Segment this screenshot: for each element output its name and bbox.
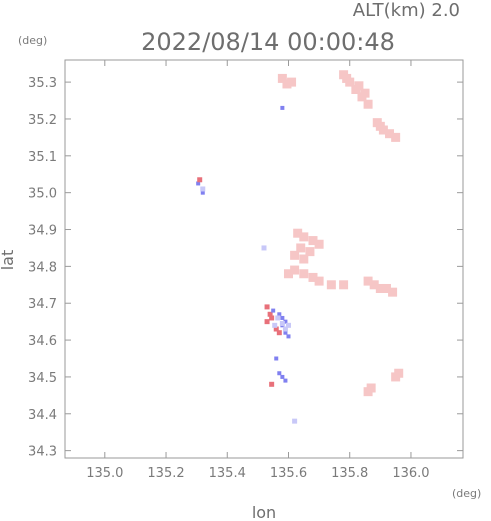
data-point-pink	[391, 132, 401, 142]
data-point-pink	[287, 77, 297, 87]
y-tick-label: 35.3	[28, 76, 57, 91]
data-point-blue	[283, 378, 288, 383]
data-point-pink	[299, 269, 309, 279]
data-point-blue	[277, 371, 282, 376]
y-tick-label: 35.2	[28, 113, 57, 128]
data-point-red	[273, 326, 279, 332]
data-point-light-blue	[272, 322, 278, 328]
data-point-pink	[369, 280, 379, 290]
data-point-pink	[366, 383, 376, 393]
y-tick-label: 34.5	[28, 371, 57, 386]
y-tick-label: 34.3	[28, 445, 57, 460]
data-point-blue	[286, 334, 291, 339]
data-point-light-blue	[200, 186, 206, 192]
data-point-red	[267, 311, 273, 317]
data-point-blue	[196, 181, 201, 186]
data-point-pink	[277, 73, 287, 83]
data-point-pink	[375, 283, 385, 293]
data-point-pink	[363, 276, 373, 286]
data-point-pink	[363, 99, 373, 109]
data-point-pink	[385, 129, 395, 139]
y-tick-label: 35.0	[28, 187, 57, 202]
y-tick-label: 34.6	[28, 334, 57, 349]
data-point-pink	[299, 254, 309, 264]
y-tick-label: 34.7	[28, 297, 57, 312]
axis-ticks: 135.0 135.2 135.4 135.6 135.8 136.0 34.3 34.4 34…	[28, 60, 463, 481]
x-tick-label: 135.0	[86, 466, 123, 481]
chart-title: 2022/08/14 00:00:48	[141, 28, 395, 56]
data-point-pink	[283, 269, 293, 279]
data-point-red	[197, 177, 203, 183]
data-point-pink	[299, 232, 309, 242]
data-point-pink	[305, 247, 315, 257]
data-point-light-blue	[279, 320, 285, 326]
data-point-pink	[388, 287, 398, 297]
data-point-blue	[280, 315, 285, 320]
x-axis-label: lon	[252, 503, 276, 521]
data-point-blue	[283, 330, 288, 335]
data-point-blue	[283, 319, 288, 324]
data-point-pink	[282, 79, 292, 89]
data-point-pink	[308, 236, 318, 246]
y-tick-label: 34.4	[28, 408, 57, 423]
data-point-pink	[314, 239, 324, 249]
data-point-pink	[296, 243, 306, 253]
data-point-light-blue	[275, 315, 281, 321]
data-point-pink	[360, 88, 370, 98]
data-point-pink	[342, 73, 352, 83]
data-point-red	[264, 304, 270, 310]
data-point-pink	[290, 265, 300, 275]
data-point-pink	[314, 276, 324, 286]
y-axis-label: lat	[0, 250, 17, 271]
data-point-pink	[308, 272, 318, 282]
x-tick-label: 136.0	[392, 466, 429, 481]
data-point-light-blue	[285, 322, 291, 328]
x-tick-label: 135.4	[209, 466, 246, 481]
data-point-red	[276, 330, 282, 336]
data-point-pink	[293, 228, 303, 238]
data-point-red	[269, 381, 275, 387]
data-point-blue	[200, 190, 205, 195]
x-tick-label: 135.8	[331, 466, 368, 481]
plot-frame	[64, 59, 464, 459]
y-tick-label: 35.1	[28, 150, 57, 165]
data-point-pink	[290, 250, 300, 260]
x-tick-label: 135.2	[147, 466, 184, 481]
data-point-light-blue	[261, 245, 267, 251]
data-point-pink	[381, 283, 391, 293]
data-point-light-blue	[282, 326, 288, 332]
y-tick-label: 34.8	[28, 260, 57, 275]
data-point-blue	[280, 105, 285, 110]
y-tick-label: 34.9	[28, 224, 57, 239]
y-unit-label: (deg)	[18, 34, 47, 47]
data-point-pink	[354, 81, 364, 91]
data-point-pink	[394, 368, 404, 378]
data-point-light-blue	[292, 418, 298, 424]
data-point-red	[269, 315, 275, 321]
chart-subtitle: ALT(km) 2.0	[353, 0, 460, 21]
x-unit-label: (deg)	[452, 487, 481, 500]
data-point-blue	[277, 312, 282, 317]
data-point-pink	[326, 280, 336, 290]
data-point-pink	[339, 280, 349, 290]
data-point-blue	[280, 374, 285, 379]
data-point-red	[264, 319, 270, 325]
data-point-blue	[271, 308, 276, 313]
data-marks	[196, 70, 404, 424]
x-tick-label: 135.6	[270, 466, 307, 481]
data-point-pink	[375, 121, 385, 131]
data-point-blue	[274, 356, 279, 361]
